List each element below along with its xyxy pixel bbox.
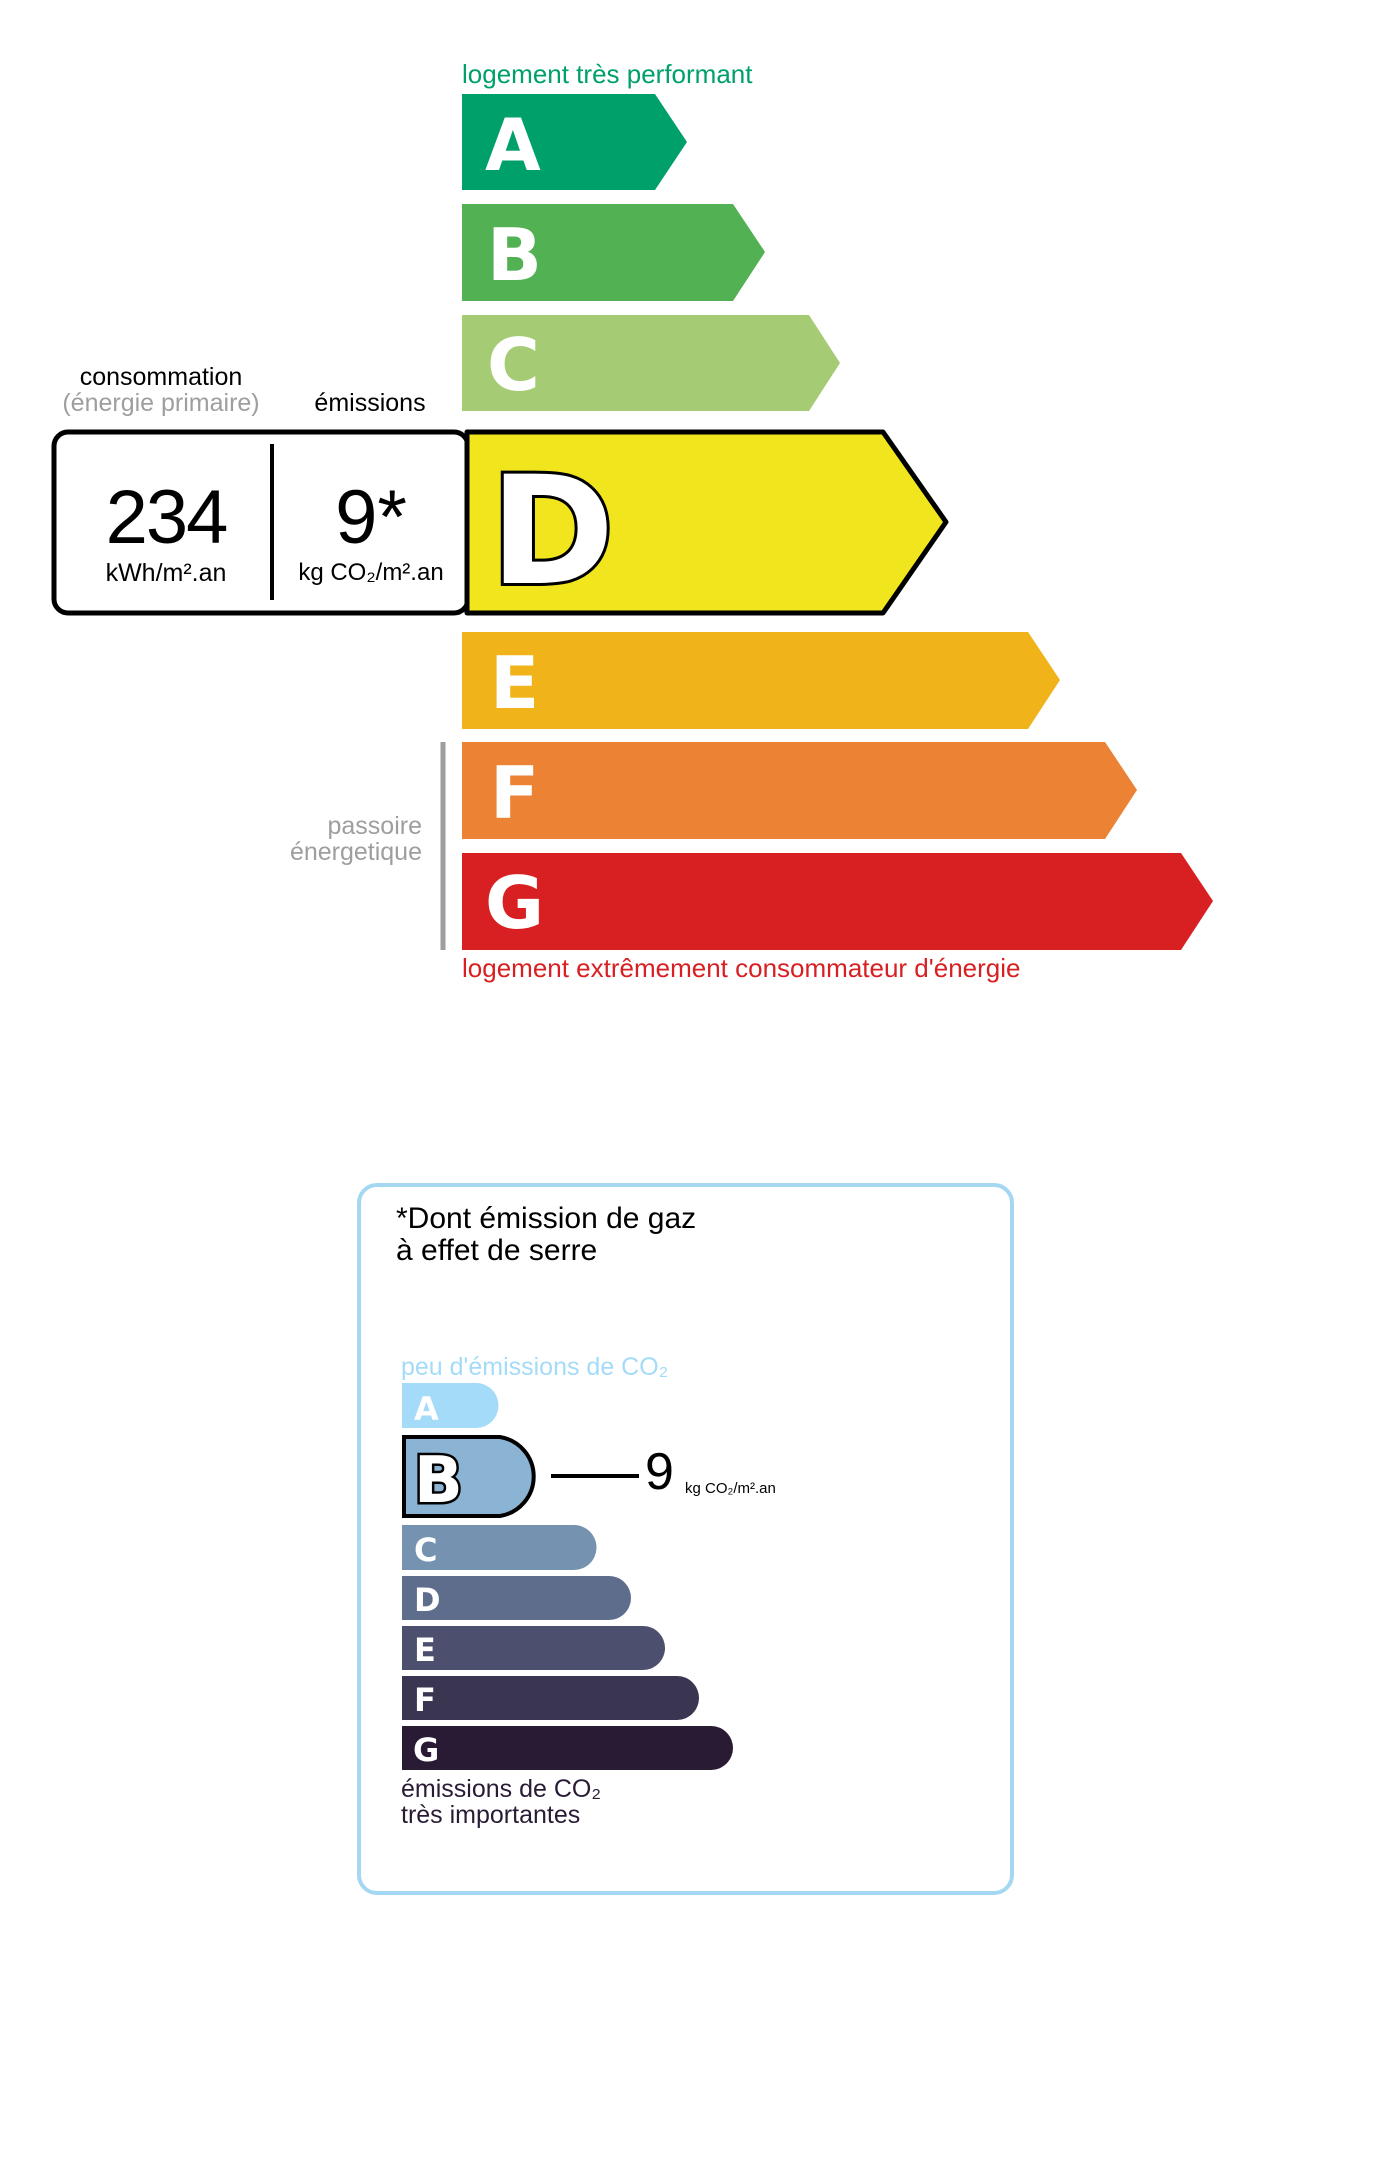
ges-letter-a: A — [414, 1390, 439, 1428]
dpe-letter-g: G — [485, 861, 544, 945]
dpe-top-caption: logement très performant — [462, 59, 753, 89]
ges-value: 9 — [645, 1443, 674, 1501]
ges-unit: kg CO₂/m².an — [685, 1480, 776, 1497]
dpe-letter-a: A — [485, 103, 541, 187]
consumption-unit: kWh/m².an — [105, 559, 227, 587]
ges-bar-g — [402, 1726, 733, 1770]
dpe-class-g: G — [462, 853, 1213, 950]
ges-bar-a — [402, 1383, 499, 1428]
dpe-bar-f — [462, 742, 1137, 839]
dpe-letter-e: E — [490, 641, 539, 725]
ges-bar-b — [402, 1435, 536, 1518]
dpe-class-c: C — [462, 315, 840, 411]
passoire-label-2: énergetique — [289, 838, 422, 866]
dpe-bar-g — [462, 853, 1213, 950]
ges-title-line1: *Dont émission de gaz — [396, 1202, 697, 1235]
ges-letter-b: B — [414, 1444, 463, 1518]
ges-bottom-caption-2: très importantes — [401, 1801, 581, 1829]
dpe-bar-d — [464, 429, 949, 616]
dpe-bar-a — [462, 94, 687, 190]
ges-letter-g: G — [413, 1731, 439, 1769]
dpe-letter-c: C — [487, 323, 540, 407]
emissions-unit: kg CO₂/m².an — [298, 559, 444, 586]
ges-class-g: G — [402, 1726, 733, 1770]
consumption-subheading: (énergie primaire) — [62, 389, 260, 417]
consumption-heading: consommation — [79, 363, 243, 391]
dpe-scale: A B C D E F G — [51, 94, 1213, 950]
ges-bottom-caption-1: émissions de CO₂ — [401, 1775, 602, 1803]
ges-bar-e — [402, 1626, 665, 1670]
ges-top-caption: peu d'émissions de CO₂ — [401, 1353, 669, 1381]
ges-letter-d: D — [414, 1581, 441, 1619]
ges-bar-d — [402, 1576, 631, 1620]
dpe-class-e: E — [462, 632, 1060, 729]
dpe-class-f: F — [462, 742, 1137, 839]
dpe-bar-e — [462, 632, 1060, 729]
dpe-letter-f: F — [490, 751, 539, 835]
ges-class-a: A — [402, 1383, 499, 1428]
ges-class-c: C — [402, 1525, 597, 1570]
dpe-current-class-d: D — [51, 429, 949, 622]
ges-panel — [357, 1183, 1014, 1895]
ges-letter-c: C — [414, 1531, 437, 1569]
dpe-letter-b: B — [487, 213, 542, 297]
ges-current-class-b: B — [402, 1435, 639, 1521]
emissions-heading: émissions — [314, 389, 426, 417]
dpe-letter-d: D — [490, 445, 615, 619]
ges-class-f: F — [402, 1676, 699, 1720]
passoire-label-1: passoire — [327, 812, 423, 840]
ges-title-line2: à effet de serre — [396, 1234, 598, 1267]
dpe-bottom-caption: logement extrêmement consommateur d'éner… — [462, 953, 1021, 983]
ges-bar-c — [402, 1525, 597, 1570]
ges-letter-f: F — [414, 1681, 436, 1719]
dpe-bar-b — [462, 204, 765, 301]
consumption-value: 234 — [105, 475, 229, 560]
ges-class-e: E — [402, 1626, 665, 1670]
emissions-value: 9* — [335, 475, 407, 560]
ges-bar-f — [402, 1676, 699, 1720]
dpe-class-b: B — [462, 204, 765, 301]
dpe-class-a: A — [462, 94, 687, 190]
dpe-bar-c — [462, 315, 840, 411]
ges-class-d: D — [402, 1576, 631, 1620]
ges-letter-e: E — [414, 1631, 436, 1669]
